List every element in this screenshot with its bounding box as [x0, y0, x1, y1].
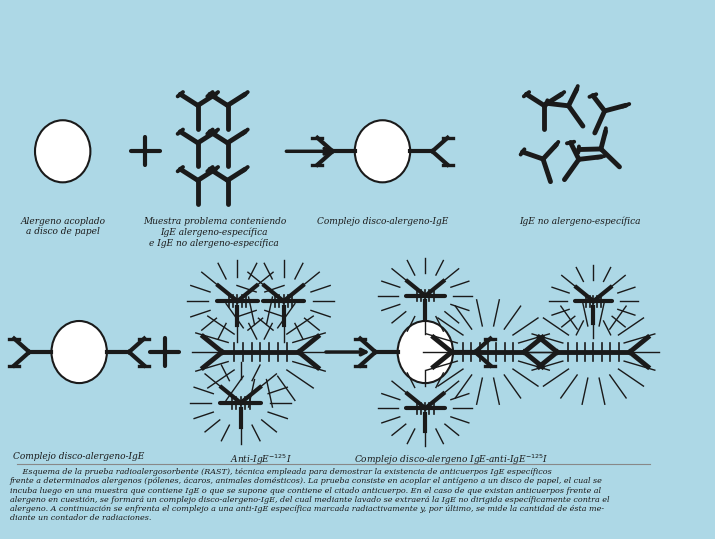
Text: Complejo disco-alergeno-IgE: Complejo disco-alergeno-IgE	[14, 452, 145, 461]
Text: Anti-IgE$^{-125}$I: Anti-IgE$^{-125}$I	[230, 452, 292, 467]
Text: Complejo disco-alergeno IgE-anti-IgE$^{-125}$I: Complejo disco-alergeno IgE-anti-IgE$^{-…	[355, 452, 549, 467]
Ellipse shape	[35, 120, 90, 182]
Text: Esquema de la prueba radioalergosorbente (RAST), técnica empleada para demostrar: Esquema de la prueba radioalergosorbente…	[10, 468, 609, 522]
Text: IgE no alergeno-específica: IgE no alergeno-específica	[520, 217, 641, 226]
Text: Complejo disco-alergeno-IgE: Complejo disco-alergeno-IgE	[317, 217, 448, 226]
Text: Muestra problema conteniendo
IgE alergeno-específica
e IgE no alergeno-específic: Muestra problema conteniendo IgE alergen…	[143, 217, 286, 247]
Ellipse shape	[355, 120, 410, 182]
Ellipse shape	[398, 321, 453, 383]
Ellipse shape	[51, 321, 107, 383]
Text: Alergeno acoplado
a disco de papel: Alergeno acoplado a disco de papel	[20, 217, 105, 236]
